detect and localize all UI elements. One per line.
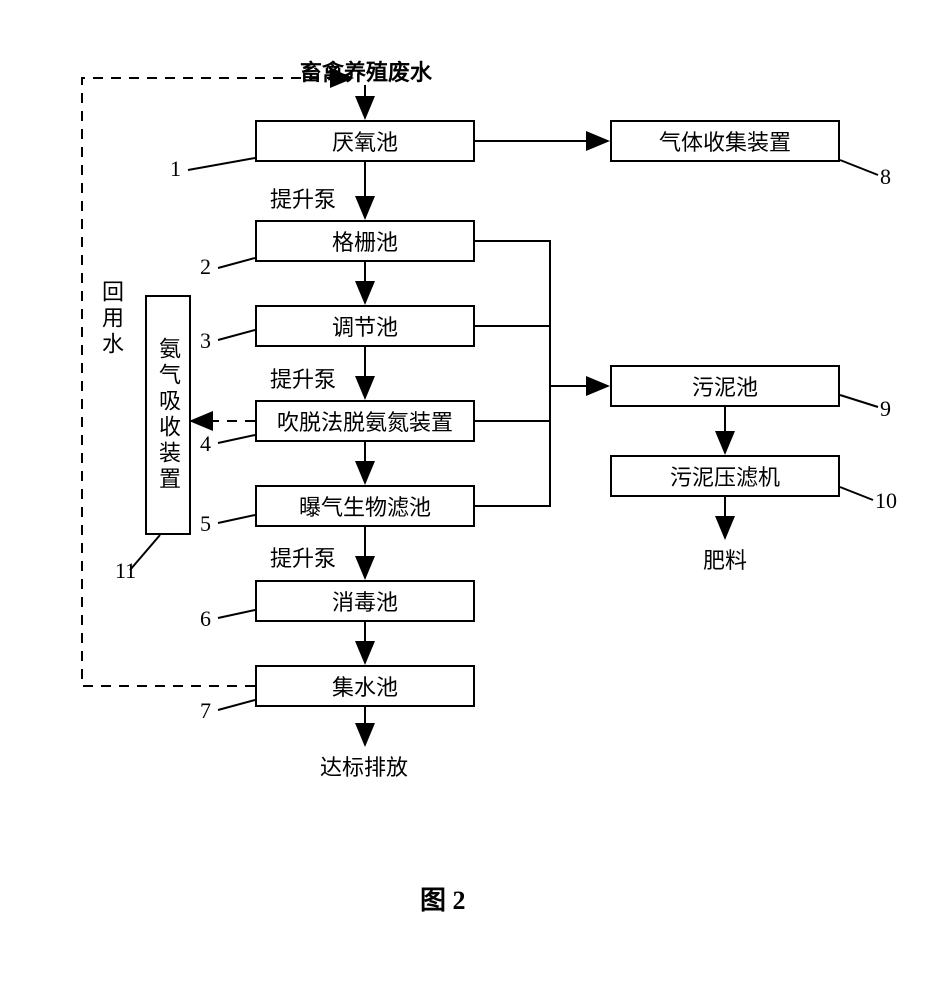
node-9: 污泥池 — [610, 365, 840, 407]
node-6: 消毒池 — [255, 580, 475, 622]
node-4: 吹脱法脱氨氮装置 — [255, 400, 475, 442]
vlabel-reuse: 回用水 — [95, 280, 127, 358]
label-pump3: 提升泵 — [270, 541, 336, 573]
node-11: 氨气吸收装置 — [145, 295, 191, 535]
node-number-2: 2 — [200, 254, 211, 280]
node-number-10: 10 — [875, 488, 897, 514]
node-8: 气体收集装置 — [610, 120, 840, 162]
label-pump2: 提升泵 — [270, 362, 336, 394]
label-out: 达标排放 — [320, 750, 408, 782]
node-number-1: 1 — [170, 156, 181, 182]
node-number-5: 5 — [200, 511, 211, 537]
node-7: 集水池 — [255, 665, 475, 707]
node-number-4: 4 — [200, 431, 211, 457]
node-1: 厌氧池 — [255, 120, 475, 162]
label-fert: 肥料 — [703, 543, 747, 575]
node-5: 曝气生物滤池 — [255, 485, 475, 527]
flowchart-canvas: 厌氧池格栅池调节池吹脱法脱氨氮装置曝气生物滤池消毒池集水池 气体收集装置污泥池污泥… — [0, 0, 946, 1000]
node-number-11: 11 — [115, 558, 136, 584]
node-number-8: 8 — [880, 164, 891, 190]
node-number-6: 6 — [200, 606, 211, 632]
node-10: 污泥压滤机 — [610, 455, 840, 497]
label-pump1: 提升泵 — [270, 182, 336, 214]
node-2: 格栅池 — [255, 220, 475, 262]
figure-caption: 图 2 — [420, 880, 466, 917]
label-input: 畜禽养殖废水 — [300, 55, 432, 87]
node-number-9: 9 — [880, 396, 891, 422]
node-3: 调节池 — [255, 305, 475, 347]
node-number-7: 7 — [200, 698, 211, 724]
node-number-3: 3 — [200, 328, 211, 354]
